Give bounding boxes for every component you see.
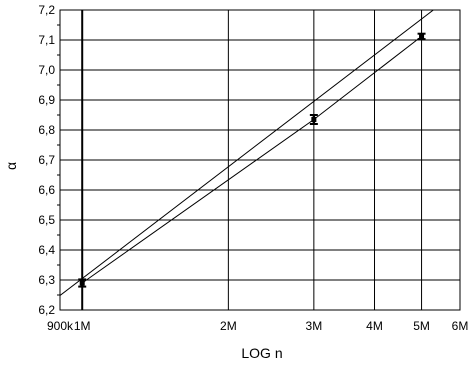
y-tick-label: 6,9 — [38, 93, 55, 107]
data-point — [311, 117, 317, 122]
y-tick-labels: 6,2 6,3 6,4 6,5 6,6 6,7 6,8 6,9 7,0 7,1 7,2 — [38, 3, 55, 317]
x-axis-label: LOG n — [241, 345, 282, 361]
x-tick-label: 2M — [220, 319, 237, 333]
x-tick-label: 5M — [413, 319, 430, 333]
y-tick-label: 7,1 — [38, 33, 55, 47]
x-tick-label: 1M — [74, 319, 91, 333]
x-tick-label: 3M — [306, 319, 323, 333]
x-tick-labels: 900k 1M 2M 3M 4M 5M 6M — [47, 319, 468, 333]
data-point — [419, 33, 425, 39]
y-tick-label: 6,6 — [38, 183, 55, 197]
y-tick-label: 7,0 — [38, 63, 55, 77]
data-point — [79, 280, 85, 286]
grid — [60, 9, 460, 311]
y-axis-label: α — [3, 162, 19, 170]
fit-line — [60, 10, 435, 297]
y-tick-label: 6,8 — [38, 123, 55, 137]
plot-frame — [59, 9, 461, 311]
y-tick-label: 6,4 — [38, 243, 55, 257]
y-tick-label: 6,2 — [38, 303, 55, 317]
y-tick-label: 6,7 — [38, 153, 55, 167]
x-tick-label: 900k — [47, 319, 74, 333]
x-tick-label: 4M — [366, 319, 383, 333]
x-tick-label: 6M — [452, 319, 469, 333]
data-points — [78, 32, 426, 288]
y-tick-label: 7,2 — [38, 3, 55, 17]
fit-lines — [60, 10, 435, 297]
y-tick-label: 6,5 — [38, 213, 55, 227]
y-tick-label: 6,3 — [38, 273, 55, 287]
